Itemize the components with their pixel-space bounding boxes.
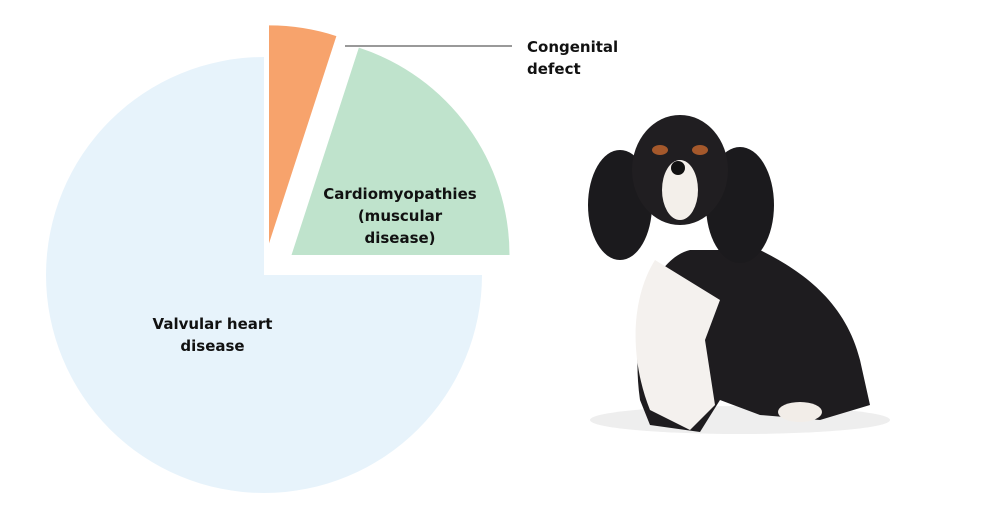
pie-slice bbox=[269, 25, 337, 244]
pie-slice bbox=[46, 57, 482, 493]
slice-label: Cardiomyopathies (muscular disease) bbox=[323, 185, 477, 247]
slice-label: Congenital defect bbox=[527, 38, 619, 78]
pie-slice bbox=[291, 47, 510, 256]
dog-photo bbox=[588, 115, 890, 434]
slice-label: Valvular heart disease bbox=[152, 315, 273, 355]
